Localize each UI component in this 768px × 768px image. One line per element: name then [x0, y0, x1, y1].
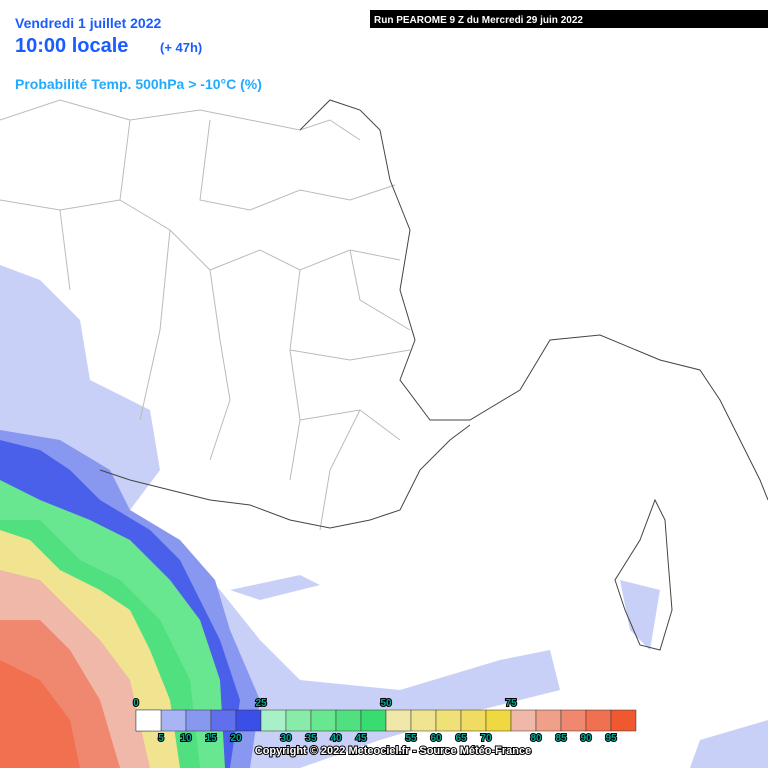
legend-label: 70: [480, 733, 492, 744]
legend-swatch: [535, 709, 562, 732]
legend-swatch: [385, 709, 412, 732]
legend-swatch: [510, 709, 537, 732]
legend-swatch: [585, 709, 612, 732]
legend-swatch: [210, 709, 237, 732]
legend: 0 25 50 75 5 10 15 20 30 35 40 45 55 60 65 70 80 85 90 95: [132, 697, 637, 745]
legend-swatch: [435, 709, 462, 732]
legend-swatch: [460, 709, 487, 732]
legend-label: 65: [455, 733, 467, 744]
legend-swatch: [310, 709, 337, 732]
legend-swatch: [610, 709, 637, 732]
legend-swatch: [235, 709, 262, 732]
copyright: Copyright © 2022 Meteociel.fr - Source M…: [255, 745, 531, 757]
legend-label: 75: [505, 698, 517, 709]
legend-label: 40: [330, 733, 342, 744]
legend-swatch: [335, 709, 362, 732]
legend-label: 60: [430, 733, 442, 744]
legend-label: 85: [555, 733, 567, 744]
legend-swatch: [560, 709, 587, 732]
legend-swatch: [160, 709, 187, 732]
time: 10:00 locale: [15, 35, 128, 57]
legend-swatch: [260, 709, 287, 732]
legend-swatch: [185, 709, 212, 732]
departments: [0, 99, 768, 651]
legend-label: 0: [133, 698, 139, 709]
legend-swatch: [485, 709, 512, 732]
legend-swatch: [360, 709, 387, 732]
legend-label: 5: [158, 733, 164, 744]
probability-field: [0, 265, 768, 768]
parameter: Probabilité Temp. 500hPa > -10°C (%): [15, 76, 262, 92]
legend-label: 80: [530, 733, 542, 744]
legend-label: 15: [205, 733, 217, 744]
legend-label: 50: [380, 698, 392, 709]
legend-label: 55: [405, 733, 417, 744]
legend-swatch: [285, 709, 312, 732]
legend-label: 90: [580, 733, 592, 744]
run-label: Run PEAROME 9 Z du Mercredi 29 juin 2022: [374, 15, 583, 26]
legend-label: 30: [280, 733, 292, 744]
legend-swatch: [410, 709, 437, 732]
legend-label: 25: [255, 698, 267, 709]
legend-label: 95: [605, 733, 617, 744]
offset: (+ 47h): [160, 40, 202, 55]
legend-label: 10: [180, 733, 192, 744]
date: Vendredi 1 juillet 2022: [15, 15, 162, 31]
legend-swatch: [135, 709, 162, 732]
legend-label: 35: [305, 733, 317, 744]
legend-label: 45: [355, 733, 367, 744]
run-banner: [370, 10, 768, 28]
legend-label: 20: [230, 733, 242, 744]
